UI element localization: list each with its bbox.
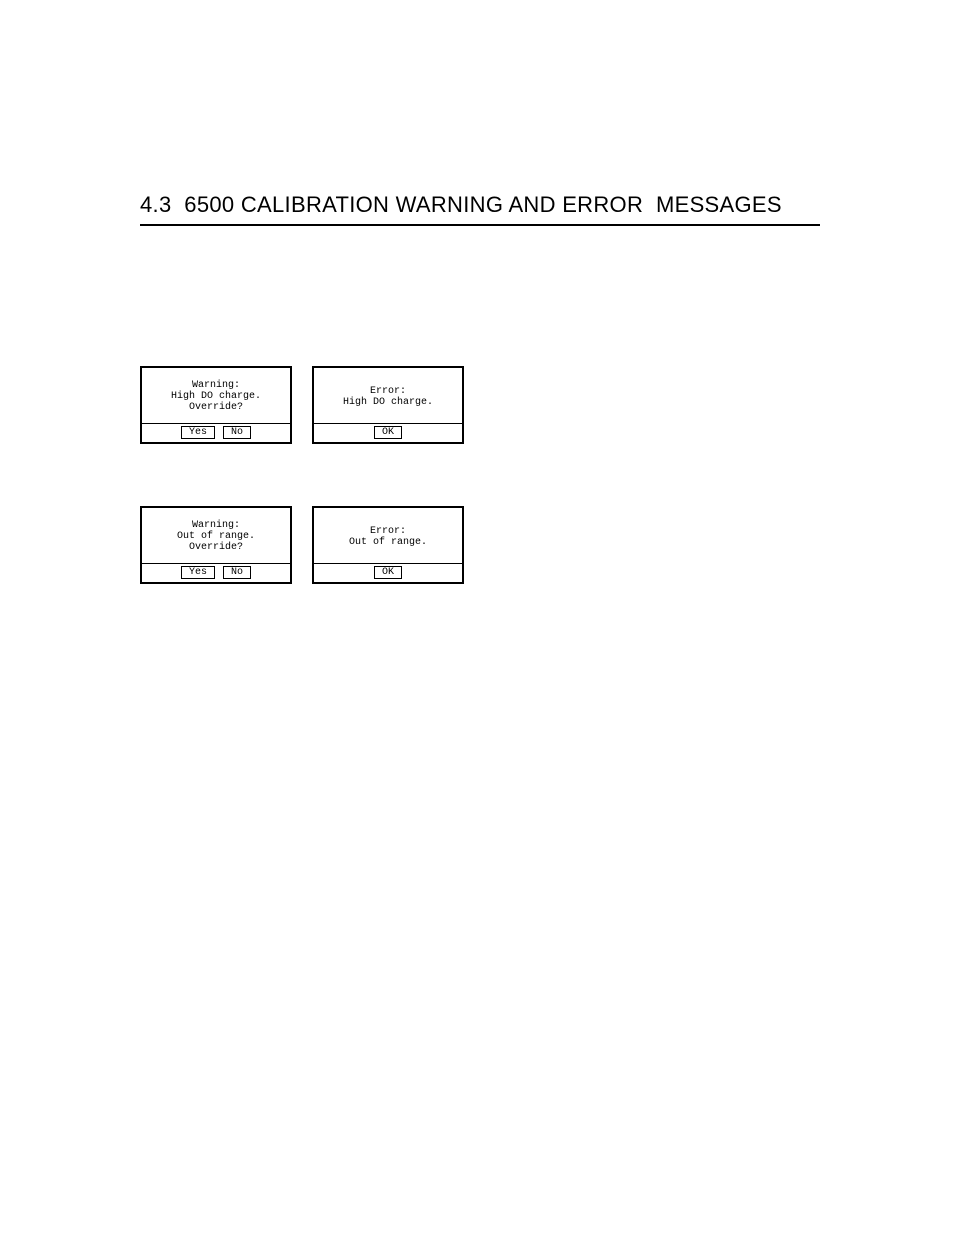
error-dialog: Error: Out of range. OK (312, 506, 464, 584)
page: 4.3 6500 CALIBRATION WARNING AND ERROR M… (0, 0, 954, 1235)
dialog-message: Warning: Out of range. Override? (142, 508, 290, 563)
no-button[interactable]: No (223, 566, 251, 579)
ok-button[interactable]: OK (374, 426, 402, 439)
dialog-message: Warning: High DO charge. Override? (142, 368, 290, 423)
section-heading: 4.3 6500 CALIBRATION WARNING AND ERROR M… (140, 192, 820, 226)
no-button[interactable]: No (223, 426, 251, 439)
dialog-button-bar: OK (314, 423, 462, 442)
dialog-button-bar: OK (314, 563, 462, 582)
dialog-row: Warning: Out of range. Override? Yes No … (140, 506, 484, 584)
yes-button[interactable]: Yes (181, 426, 215, 439)
yes-button[interactable]: Yes (181, 566, 215, 579)
ok-button[interactable]: OK (374, 566, 402, 579)
warning-dialog: Warning: Out of range. Override? Yes No (140, 506, 292, 584)
dialog-row: Warning: High DO charge. Override? Yes N… (140, 366, 484, 444)
error-dialog: Error: High DO charge. OK (312, 366, 464, 444)
warning-dialog: Warning: High DO charge. Override? Yes N… (140, 366, 292, 444)
dialog-button-bar: Yes No (142, 563, 290, 582)
dialog-button-bar: Yes No (142, 423, 290, 442)
dialog-grid: Warning: High DO charge. Override? Yes N… (140, 366, 484, 646)
dialog-message: Error: Out of range. (314, 508, 462, 563)
dialog-message: Error: High DO charge. (314, 368, 462, 423)
